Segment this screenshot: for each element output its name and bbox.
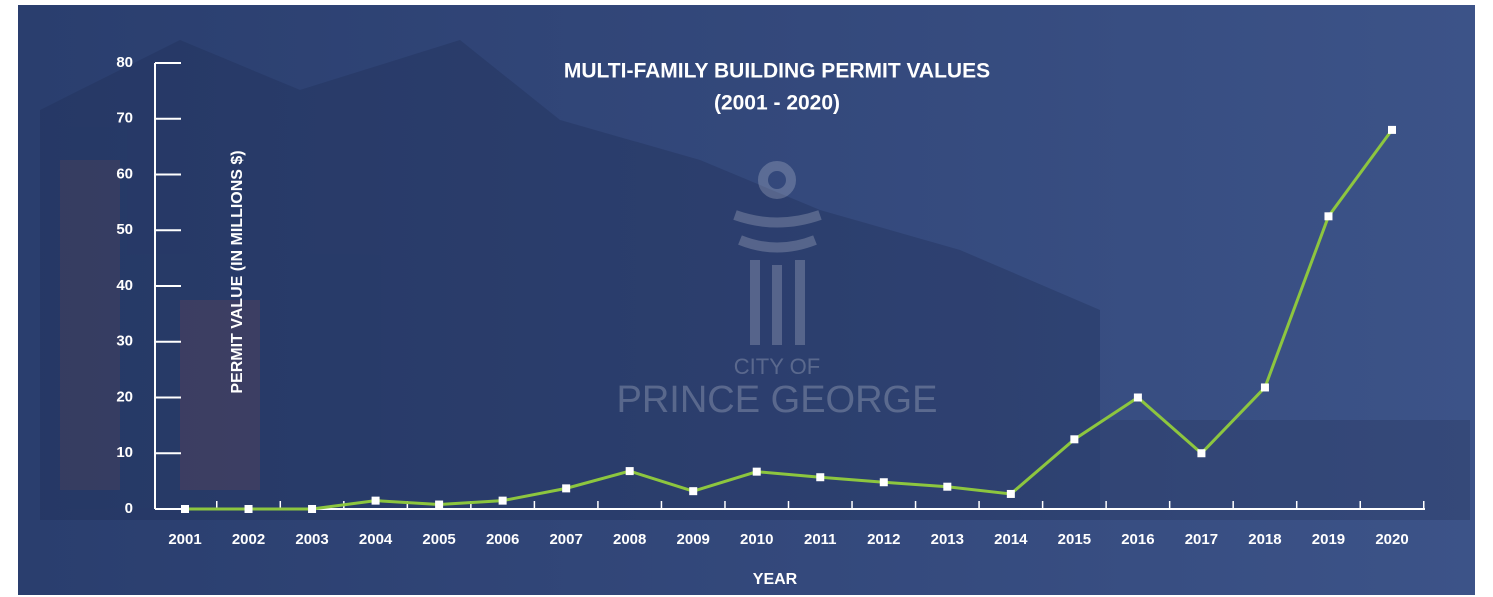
x-tick-label: 2006: [486, 531, 519, 548]
x-tick-label: 2010: [740, 531, 773, 548]
x-tick-label: 2009: [677, 531, 710, 548]
chart-title: MULTI-FAMILY BUILDING PERMIT VALUES: [564, 60, 990, 83]
data-point: [689, 487, 698, 496]
x-tick-label: 2016: [1121, 531, 1154, 548]
y-tick-label: 50: [116, 221, 133, 238]
data-point: [181, 505, 189, 513]
y-tick-label: 0: [125, 500, 133, 517]
x-tick-label: 2003: [295, 531, 328, 548]
x-tick-label: 2005: [422, 531, 455, 548]
x-tick-label: 2001: [168, 531, 201, 548]
x-tick-label: 2012: [867, 531, 900, 548]
background-buildings: [40, 40, 1470, 520]
x-tick-label: 2007: [549, 531, 582, 548]
data-point: [625, 467, 634, 476]
data-point: [816, 473, 825, 482]
x-tick-label: 2008: [613, 531, 646, 548]
x-tick-label: 2015: [1058, 531, 1091, 548]
y-tick-label: 60: [116, 165, 133, 182]
data-point: [308, 505, 317, 513]
x-tick-label: 2014: [994, 531, 1028, 548]
x-tick-label: 2017: [1185, 531, 1218, 548]
x-tick-label: 2002: [232, 531, 265, 548]
data-point: [244, 505, 253, 513]
y-tick-label: 30: [116, 333, 133, 350]
background: [18, 5, 1475, 595]
watermark: CITY OF: [734, 354, 820, 379]
data-line: [185, 129, 1394, 511]
x-tick-label: 2018: [1248, 531, 1281, 548]
x-tick-label: 2013: [931, 531, 964, 548]
data-point: [1133, 393, 1142, 402]
x-tick-label: 2019: [1312, 531, 1345, 548]
data-point: [498, 496, 507, 505]
y-tick-label: 70: [116, 110, 133, 127]
data-point: [879, 478, 888, 487]
x-tick-label: 2011: [804, 531, 837, 548]
y-axis-title: PERMIT VALUE (IN MILLIONS $): [229, 150, 246, 393]
data-point: [1006, 489, 1015, 498]
y-tick-label: 40: [116, 277, 133, 294]
data-point: [435, 500, 444, 509]
data-point: [943, 482, 952, 491]
y-tick-label: 10: [116, 444, 133, 461]
x-axis-title: YEAR: [753, 571, 798, 588]
y-tick-label: 80: [116, 54, 133, 71]
data-point: [1388, 125, 1396, 134]
data-point: [1324, 212, 1333, 221]
data-point: [371, 496, 380, 505]
y-tick-label: 20: [116, 388, 133, 405]
data-point: [1070, 435, 1079, 444]
data-point: [1197, 449, 1206, 458]
data-point: [562, 484, 571, 493]
watermark: PRINCE GEORGE: [617, 379, 938, 421]
logo-mark: [733, 161, 822, 345]
data-point: [1260, 383, 1269, 392]
x-tick-label: 2020: [1375, 531, 1408, 548]
x-tick-label: 2004: [359, 531, 393, 548]
data-point: [752, 467, 761, 476]
chart-subtitle: (2001 - 2020): [714, 92, 840, 115]
